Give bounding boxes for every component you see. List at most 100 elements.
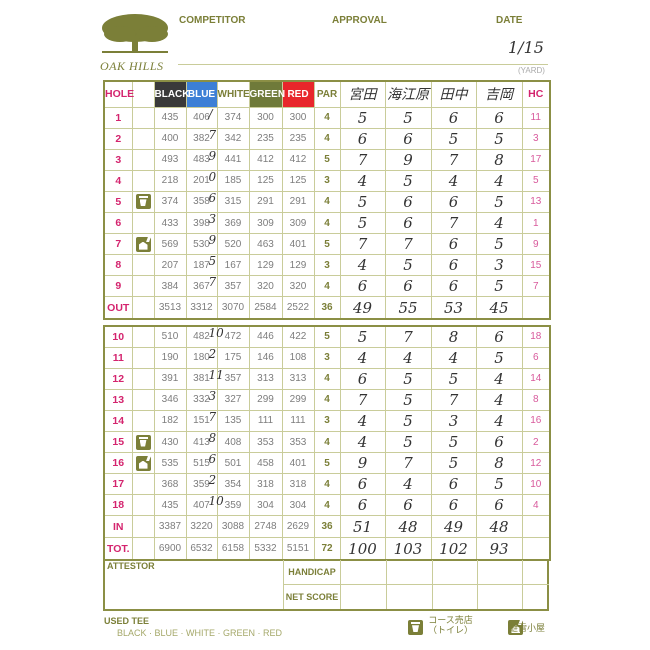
out-row-label: OUT [103, 296, 133, 320]
handwritten-mark: / [208, 106, 213, 121]
handicap-value: 3 [521, 127, 551, 150]
green-yardage: 320 [248, 275, 283, 298]
red-yardage: 235 [281, 127, 315, 150]
handicap-label: HANDICAP [288, 567, 336, 577]
blue-yardage-cell: 358 6 [185, 190, 218, 213]
hole-number: 14 [103, 409, 133, 432]
hole-row: 7 569 530 9 520 463 401 5 7 7 6 5 9 [103, 233, 551, 256]
black-yardage: 435 [153, 106, 187, 129]
black-yardage: 569 [153, 233, 187, 256]
player-score: 5 [430, 127, 477, 150]
blue-yardage: 187 [193, 259, 210, 271]
facility-cell [131, 211, 155, 235]
shelter-icon [135, 236, 151, 252]
player-score: 6 [384, 275, 432, 298]
black-yardage: 218 [153, 169, 187, 192]
blue-yardage-cell: 413 8 [185, 430, 218, 454]
player-score: 6 [384, 494, 432, 517]
red-yardage: 304 [281, 494, 315, 517]
blue-yardage-cell: 407 10 [185, 494, 224, 517]
blue-tee-header: BLUE [185, 80, 218, 108]
handicap-value: 17 [521, 148, 551, 171]
hole-number: 3 [103, 148, 133, 171]
facility-cell [131, 254, 155, 277]
player-score: 7 [430, 211, 477, 235]
out-row: OUT 3513 3312 3070 2584 2522 36 49 55 53 45 [103, 296, 551, 320]
red-yardage: 313 [281, 367, 315, 390]
par-value: 4 [313, 388, 341, 411]
hole-row: 5 374 358 6 315 291 291 4 5 6 6 5 13 [103, 190, 551, 213]
black-total: 6900 [153, 537, 187, 561]
black-yardage: 374 [153, 190, 187, 213]
blue-yardage: 406 [193, 112, 210, 124]
shelter-icon [135, 455, 151, 471]
shop-icon [135, 194, 151, 210]
blue-yardage-cell: 382 7 [185, 127, 218, 150]
red-yardage: 125 [281, 169, 315, 192]
player-score: 7 [384, 452, 432, 475]
player-score: 5 [384, 106, 432, 129]
green-yardage: 463 [248, 233, 283, 256]
blue-yardage-cell: 398 3 [185, 211, 218, 235]
blue-yardage: 407 [193, 499, 210, 511]
red-yardage: 422 [281, 325, 315, 348]
in-row: IN 3387 3220 3088 2748 2629 36 51 48 49 48 [103, 515, 551, 539]
handwritten-mark: 2 [208, 346, 217, 361]
par-value: 4 [313, 127, 341, 150]
player-score: 6 [384, 127, 432, 150]
hole-number: 17 [103, 473, 133, 496]
handicap-value: 8 [521, 388, 551, 411]
blue-yardage: 358 [193, 196, 210, 208]
facility-cell [131, 430, 155, 454]
column-header-row: HOLE BLACK BLUE WHITE GREEN RED PAR 宮田 海江原 田中 吉岡 HC [103, 80, 551, 108]
player-name: 宮田 [339, 80, 386, 108]
player-total: 51 [339, 515, 386, 539]
red-yardage: 111 [281, 409, 315, 432]
handwritten-mark: 3 [208, 388, 217, 403]
player-score: 5 [430, 367, 477, 390]
white-yardage: 357 [216, 275, 250, 298]
hole-row: 13 346 332 3 327 299 299 4 7 5 7 4 8 [103, 388, 551, 411]
red-yardage: 299 [281, 388, 315, 411]
black-yardage: 430 [153, 430, 187, 454]
player-score: 5 [475, 127, 523, 150]
blue-yardage-cell: 201 0 [185, 169, 218, 192]
player-total: 100 [339, 537, 386, 561]
green-yardage: 125 [248, 169, 283, 192]
player-score: 6 [339, 494, 386, 517]
handicap-value: 11 [521, 106, 551, 129]
handwritten-mark: 7 [208, 409, 217, 424]
tee-options: BLACK · BLUE · WHITE · GREEN · RED [117, 628, 283, 638]
player-score: 7 [384, 325, 432, 348]
hole-number: 4 [103, 169, 133, 192]
handwritten-mark: 5 [208, 254, 217, 269]
player-score: 7 [339, 388, 386, 411]
player-score: 5 [475, 473, 523, 496]
green-total: 5332 [248, 537, 283, 561]
black-yardage: 384 [153, 275, 187, 298]
competitor-label: COMPETITOR [179, 15, 246, 26]
handicap-value: 13 [521, 190, 551, 213]
handicap-value: 4 [521, 494, 551, 517]
player-score: 4 [339, 409, 386, 432]
par-value: 4 [313, 367, 341, 390]
hole-row: 16 535 515 6 501 458 401 5 9 7 5 8 12 [103, 452, 551, 475]
player-score: 6 [430, 254, 477, 277]
green-total: 2584 [248, 296, 283, 320]
player-score: 5 [339, 190, 386, 213]
attestor-box: ATTESTOR HANDICAP NET SCORE [103, 560, 549, 611]
white-yardage: 441 [216, 148, 250, 171]
blue-yardage: 180 [193, 352, 210, 364]
hole-number: 12 [103, 367, 133, 390]
player-score: 6 [339, 275, 386, 298]
player-score: 4 [430, 169, 477, 192]
handicap-value: 5 [521, 169, 551, 192]
handwritten-mark: 0 [208, 169, 217, 184]
player-score: 5 [339, 106, 386, 129]
par-value: 5 [313, 325, 341, 348]
blue-yardage: 151 [193, 415, 210, 427]
blue-yardage-cell: 483 9 [185, 148, 218, 171]
green-yardage: 309 [248, 211, 283, 235]
player-score: 4 [475, 409, 523, 432]
hole-row: 1 435 406/374 300 300 4 5 5 6 6 11 [103, 106, 551, 129]
